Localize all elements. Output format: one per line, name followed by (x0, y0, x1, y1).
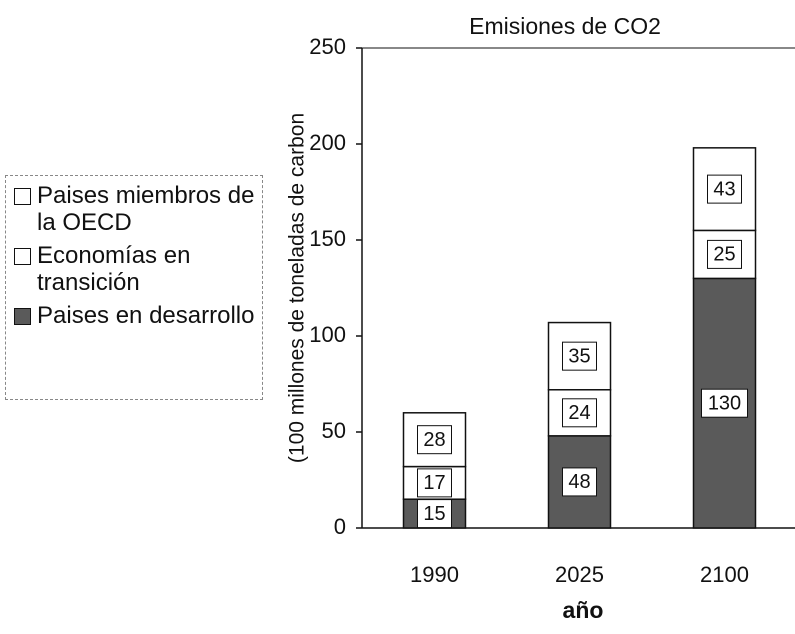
x-tick-label: 1990 (410, 562, 459, 587)
legend-item: Paises en desarrollo (14, 302, 262, 329)
chart-title: Emisiones de CO2 (469, 13, 661, 39)
x-tick-label: 2025 (555, 562, 604, 587)
value-label-box (707, 239, 742, 269)
value-label-box (562, 398, 597, 428)
y-axis-label: (100 millones de toneladas de carbon (286, 113, 309, 463)
legend-label: Paises en desarrollo (37, 302, 255, 329)
legend-item: Economías en transición (14, 242, 262, 296)
value-label: 25 (713, 244, 735, 266)
value-label: 15 (423, 503, 445, 525)
y-tick-label: 200 (309, 130, 346, 155)
value-label: 35 (568, 345, 590, 367)
bar-segment (547, 321, 612, 391)
value-label: 24 (568, 402, 590, 424)
value-label-box (417, 425, 452, 455)
legend: Paises miembros de la OECD Economías en t… (5, 175, 263, 400)
y-tick-label: 0 (334, 514, 346, 539)
y-tick-label: 50 (322, 418, 346, 443)
y-tick-label: 150 (309, 226, 346, 251)
legend-label: Paises miembros de la OECD (37, 182, 255, 236)
value-label: 17 (423, 472, 445, 494)
value-label: 48 (568, 471, 590, 493)
value-label-box (562, 467, 597, 497)
x-axis-label: año (563, 597, 604, 623)
value-label: 43 (713, 178, 735, 200)
value-label-box (707, 174, 742, 204)
y-tick-label: 250 (309, 34, 346, 59)
legend-swatch (14, 248, 31, 265)
y-tick-label: 100 (309, 322, 346, 347)
legend-item: Paises miembros de la OECD (14, 182, 262, 236)
value-label: 130 (708, 392, 741, 414)
legend-swatch (14, 188, 31, 205)
x-tick-label: 2100 (700, 562, 749, 587)
value-label-box (562, 341, 597, 371)
value-label: 28 (423, 429, 445, 451)
value-label-box (417, 468, 452, 498)
legend-swatch (14, 308, 31, 325)
value-label-box (701, 388, 748, 418)
legend-label: Economías en transición (37, 242, 191, 296)
